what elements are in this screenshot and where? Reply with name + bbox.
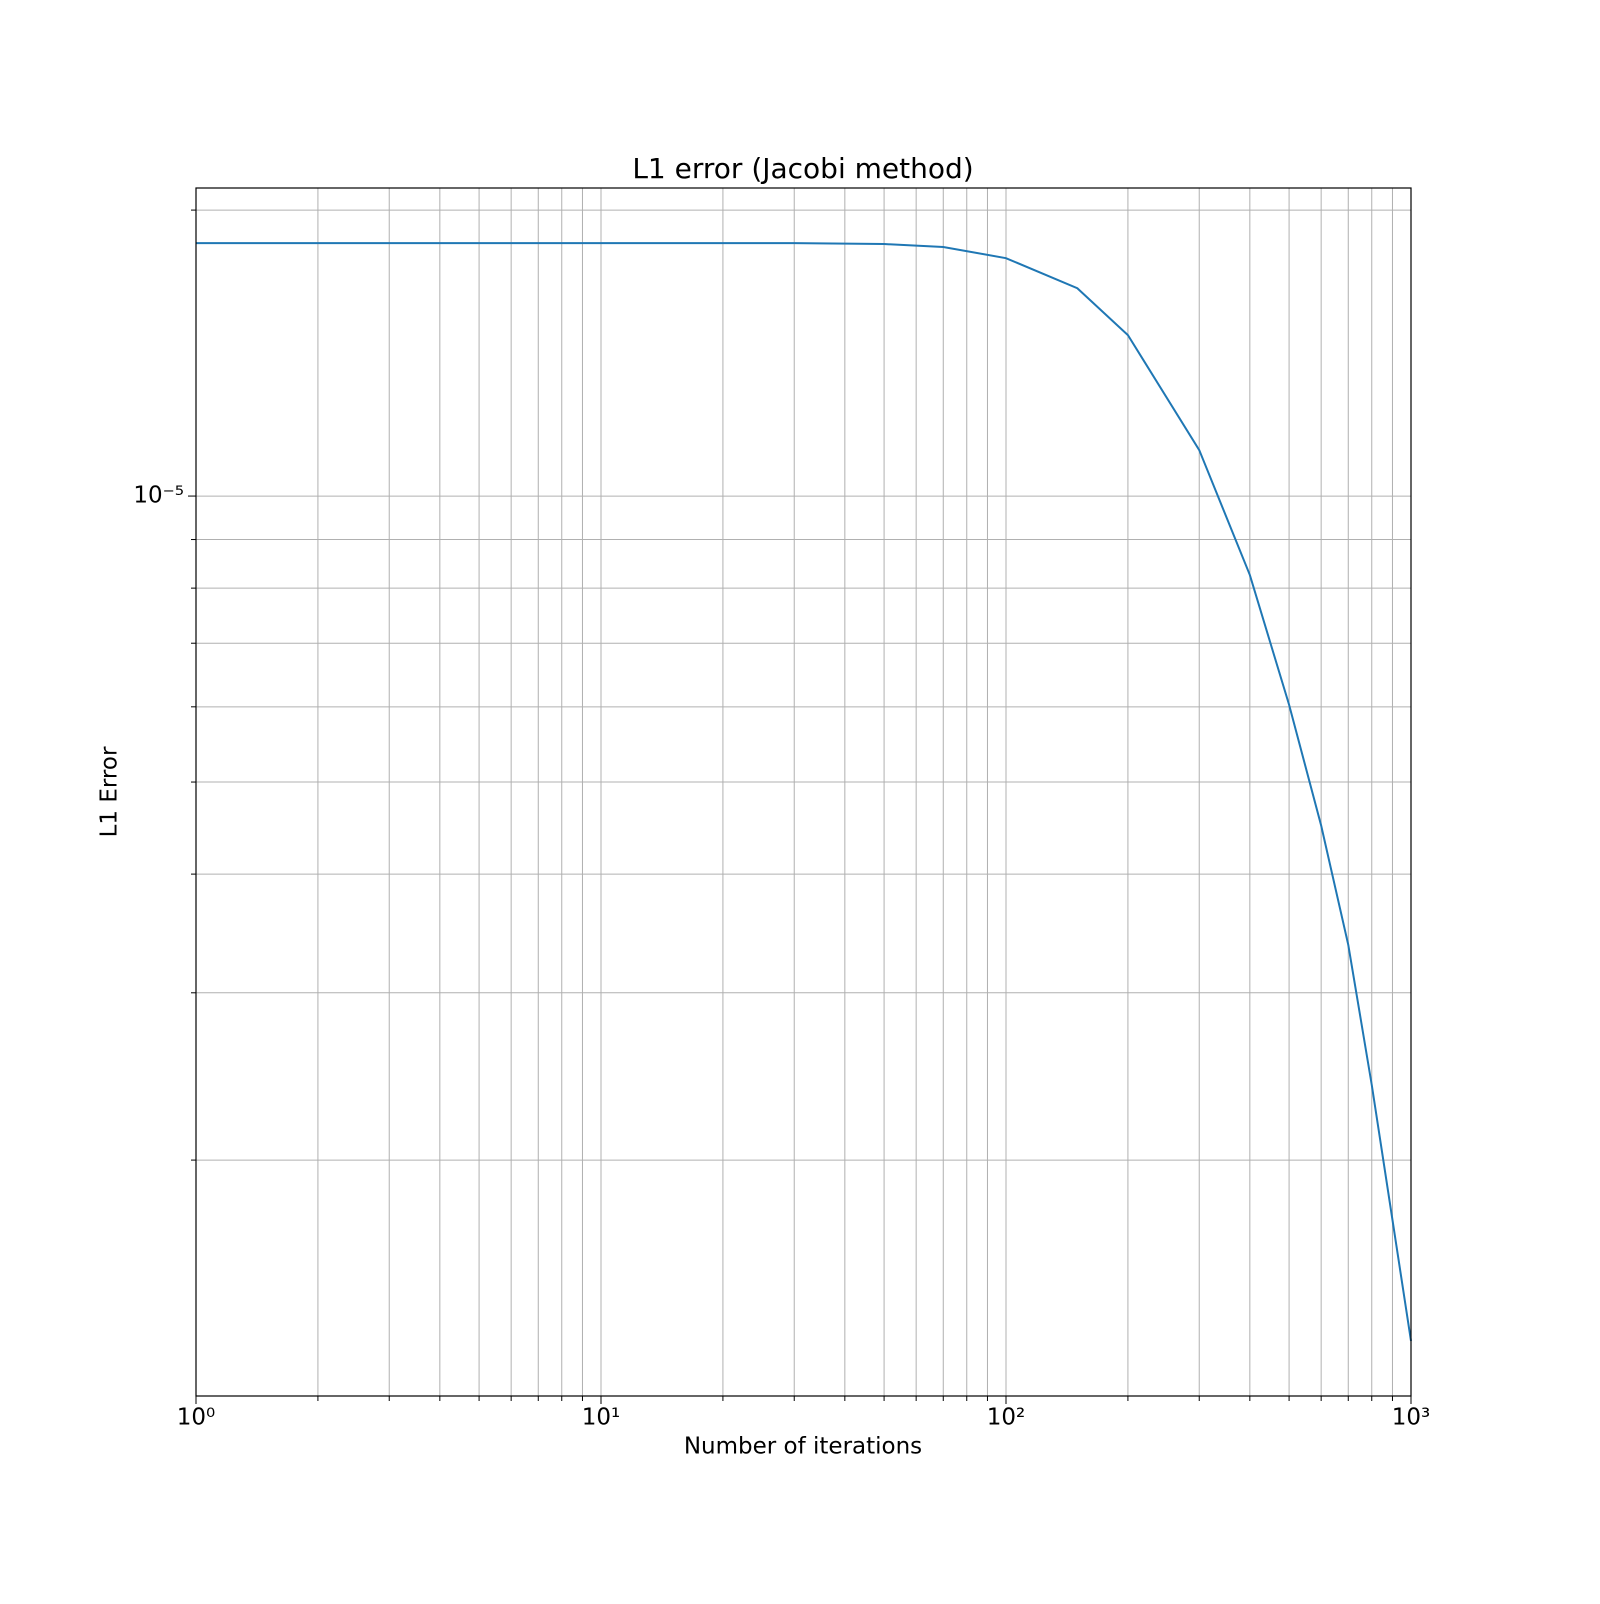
x-axis-label: Number of iterations	[684, 1434, 922, 1460]
x-tick-label: 10²	[987, 1405, 1026, 1431]
x-tick-label: 10⁰	[177, 1405, 216, 1431]
plot-frame	[195, 187, 1412, 1397]
y-axis-label: L1 Error	[97, 746, 123, 837]
chart-title: L1 error (Jacobi method)	[632, 152, 973, 185]
x-tick-label: 10³	[1392, 1405, 1431, 1431]
line-series	[196, 242, 1412, 1342]
x-tick-label: 10¹	[582, 1405, 621, 1431]
y-tick-label: 10⁻⁵	[133, 483, 184, 509]
